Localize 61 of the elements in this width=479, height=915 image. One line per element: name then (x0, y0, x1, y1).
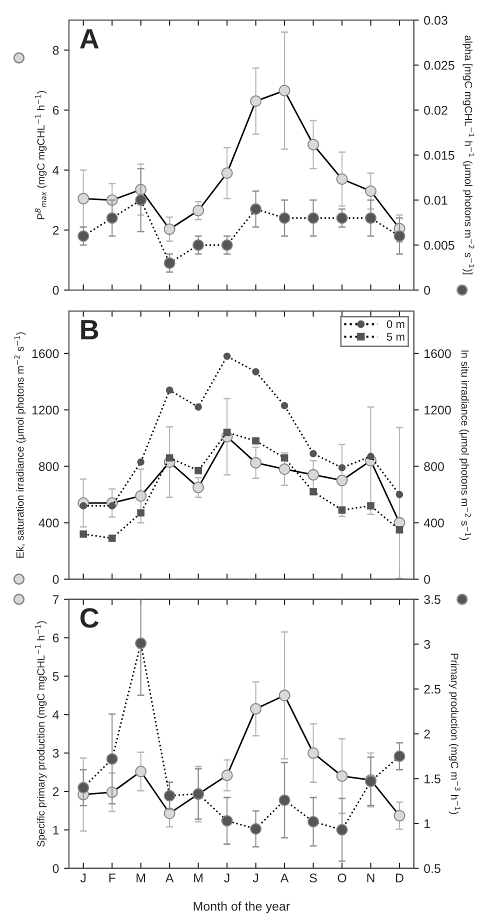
y-tick-label: 4 (52, 166, 59, 175)
y2-tick-label: 3 (424, 640, 430, 649)
y2-tick-label: 2 (424, 730, 430, 738)
annotation: C (80, 608, 99, 628)
y2-tick-label: 0.5 (424, 864, 440, 873)
y2-tick-label: 0 (424, 574, 430, 584)
annotation: B (81, 320, 98, 340)
x-tick-label: D (396, 874, 404, 882)
y2-tick-label: 1200 (424, 406, 451, 415)
y-axis-title: P$^{B}$$_{max}$ (mgC mgCHL$^{−1}$ h$^{−1}$) (35, 90, 47, 220)
y-tick-label: 6 (52, 634, 59, 642)
x-tick-label: S (310, 874, 317, 882)
legend-label: 5 m (386, 332, 404, 341)
y2-tick-label: 0.025 (424, 60, 454, 70)
y2-tick-label: 1 (424, 819, 430, 828)
y2-axis-title: In situ irradiance (μmol photons m$^{−2}$ s$^{−1}$) (459, 350, 471, 540)
y2-tick-label: 0.015 (424, 150, 454, 160)
y2-tick-label: 400 (424, 518, 444, 528)
y-tick-label: 1200 (32, 406, 59, 415)
y-tick-label: 0 (52, 864, 59, 873)
y2-tick-label: 0.03 (424, 16, 448, 25)
y-tick-label: 400 (38, 518, 59, 528)
y2-tick-label: 800 (424, 462, 444, 471)
y2-axis-title: Primary production (mgC m$^{−3}$ h$^{−1}$) (448, 654, 460, 814)
y2-tick-label: 0.005 (424, 240, 454, 250)
y-tick-label: 1600 (32, 349, 59, 358)
y2-tick-label: 1.5 (424, 774, 440, 784)
x-tick-label: J (80, 874, 86, 882)
y-tick-label: 0 (52, 286, 59, 295)
y2-tick-label: 2.5 (424, 684, 440, 694)
y-tick-label: 6 (52, 106, 59, 115)
y2-tick-label: 0.02 (424, 106, 448, 115)
y2-tick-label: 1600 (424, 349, 451, 358)
y2-tick-label: 0 (424, 286, 430, 295)
x-axis-title: Month of the year (194, 902, 290, 914)
y-axis-title: Ek, saturation irradiance (μmol photons m$^{−2}$ s$^{−1}$) (14, 332, 26, 558)
y-tick-label: 8 (52, 46, 59, 55)
x-tick-label: M (194, 874, 202, 882)
y-tick-label: 2 (52, 226, 59, 235)
x-tick-label: A (165, 874, 174, 882)
x-tick-label: O (338, 874, 346, 882)
x-tick-label: A (280, 874, 289, 882)
x-tick-label: N (367, 874, 374, 882)
y-tick-label: 7 (52, 595, 59, 604)
y-tick-label: 3 (52, 748, 59, 758)
x-tick-label: F (109, 874, 116, 882)
y-tick-label: 0 (52, 574, 59, 584)
x-tick-label: M (136, 874, 146, 882)
text: alpha [mgC mgCHL$^{−1}$ h$^{−1}$ (μmol photons m$^{−2}$ s$^{−1}$)] (462, 36, 474, 274)
y2-tick-label: 3.5 (424, 595, 440, 604)
y2-tick-label: 0.01 (424, 196, 448, 205)
y-tick-label: 4 (52, 710, 59, 720)
y-tick-label: 2 (52, 787, 59, 796)
annotation: A (80, 29, 99, 48)
y-axis-title: Specific primary production (mgC mgCHL$^{−1}$ h$^{−1}$) (35, 621, 47, 847)
y-tick-label: 5 (52, 672, 59, 681)
x-tick-label: J (252, 874, 258, 882)
y-tick-label: 1 (53, 826, 59, 834)
y-tick-label: 800 (38, 462, 59, 471)
legend-label: 0 m (386, 320, 404, 328)
x-tick-label: J (224, 874, 230, 882)
